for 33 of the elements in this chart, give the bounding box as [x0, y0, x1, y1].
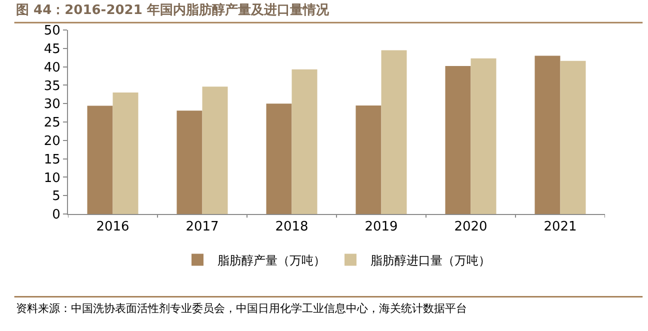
chart-title: 图 44：2016-2021 年国内脂肪醇产量及进口量情况: [16, 2, 330, 18]
y-tick-label: 5: [52, 189, 60, 204]
bar: [534, 56, 560, 214]
legend-label: 脂肪醇产量（万吨）: [218, 253, 326, 268]
y-tick-label: 25: [44, 116, 60, 131]
y-tick-label: 45: [44, 42, 60, 57]
bar: [470, 58, 496, 214]
bar: [292, 69, 318, 214]
y-tick-label: 40: [44, 60, 60, 76]
x-tick-label: 2021: [544, 220, 577, 235]
bar: [381, 50, 407, 214]
legend-label: 脂肪醇进口量（万吨）: [370, 253, 490, 268]
y-tick-label: 10: [44, 170, 60, 186]
bar: [87, 106, 113, 214]
bar: [176, 110, 202, 214]
x-tick-label: 2016: [96, 220, 130, 235]
y-tick-label: 35: [44, 78, 60, 94]
x-tick-label: 2018: [275, 220, 308, 235]
x-tick-label: 2020: [454, 220, 488, 235]
bar: [202, 86, 228, 214]
text: 资料来源：中国洗协表面活性剂专业委员会，中国日用化学工业信息中心，海关统计数据平台: [16, 302, 467, 315]
x-tick-label: 2019: [364, 220, 398, 235]
bar: [112, 92, 138, 214]
bar: [266, 104, 292, 214]
y-tick-label: 15: [44, 152, 60, 168]
y-tick-label: 0: [52, 208, 60, 223]
x-tick-label: 2017: [186, 220, 219, 235]
bar: [445, 66, 471, 214]
bar: [356, 105, 382, 214]
y-tick-label: 20: [44, 134, 60, 149]
y-tick-label: 50: [44, 24, 60, 39]
y-tick-label: 30: [44, 97, 60, 112]
bar: [560, 60, 586, 214]
